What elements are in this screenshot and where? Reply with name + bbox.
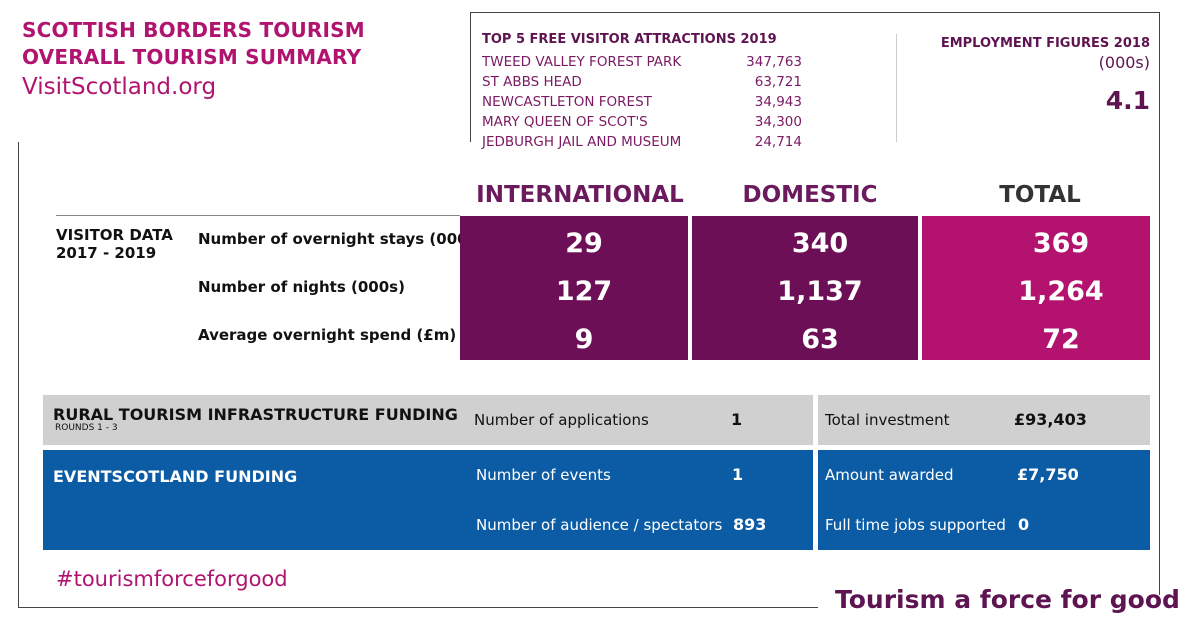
investment-label: Total investment bbox=[825, 411, 950, 429]
intl-nights: 127 bbox=[555, 276, 613, 307]
attraction-name: TWEED VALLEY FOREST PARK bbox=[482, 54, 682, 70]
column-header-domestic: DOMESTIC bbox=[742, 182, 878, 208]
visitor-data-rule bbox=[56, 215, 460, 216]
events-label: Number of events bbox=[476, 466, 611, 484]
dom-spend: 63 bbox=[801, 324, 839, 355]
frame-top-line bbox=[470, 12, 1160, 13]
total-block: 369 1,264 72 bbox=[922, 216, 1150, 360]
eventscotland-panel: EVENTSCOTLAND FUNDING Number of events 1… bbox=[43, 450, 813, 550]
attraction-name: NEWCASTLETON FOREST bbox=[482, 94, 652, 110]
page-subtitle: OVERALL TOURISM SUMMARY bbox=[22, 45, 362, 69]
column-header-total: TOTAL bbox=[999, 182, 1081, 208]
awarded-value: £7,750 bbox=[1017, 465, 1079, 484]
attraction-name: ST ABBS HEAD bbox=[482, 74, 582, 90]
audience-label: Number of audience / spectators bbox=[476, 516, 723, 534]
visitor-data-title: VISITOR DATA 2017 - 2019 bbox=[56, 226, 173, 262]
attraction-value: 24,714 bbox=[754, 134, 802, 150]
frame-inner-left-line bbox=[470, 12, 471, 142]
international-block: 29 127 9 bbox=[460, 216, 688, 360]
rural-funding-panel: RURAL TOURISM INFRASTRUCTURE FUNDING ROU… bbox=[43, 395, 813, 445]
list-item: ST ABBS HEAD 63,721 bbox=[482, 72, 802, 92]
header-divider bbox=[896, 34, 897, 142]
jobs-label: Full time jobs supported bbox=[825, 516, 1006, 534]
total-nights: 1,264 bbox=[1018, 276, 1104, 307]
attraction-value: 347,763 bbox=[746, 54, 802, 70]
awarded-label: Amount awarded bbox=[825, 466, 954, 484]
attractions-title: TOP 5 FREE VISITOR ATTRACTIONS 2019 bbox=[482, 32, 777, 47]
tagline: Tourism a force for good bbox=[835, 585, 1180, 614]
employment-title: EMPLOYMENT FIGURES 2018 bbox=[940, 36, 1150, 51]
attraction-name: JEDBURGH JAIL AND MUSEUM bbox=[482, 134, 682, 150]
list-item: JEDBURGH JAIL AND MUSEUM 24,714 bbox=[482, 132, 802, 152]
employment-value: 4.1 bbox=[1105, 86, 1150, 115]
rural-investment-panel: Total investment £93,403 bbox=[818, 395, 1150, 445]
intl-overnight-stays: 29 bbox=[565, 228, 603, 259]
list-item: TWEED VALLEY FOREST PARK 347,763 bbox=[482, 52, 802, 72]
row-label-nights: Number of nights (000s) bbox=[198, 278, 405, 296]
intl-spend: 9 bbox=[574, 324, 594, 355]
row-label-spend: Average overnight spend (£m) bbox=[198, 326, 457, 344]
employment-unit: (000s) bbox=[1098, 53, 1150, 72]
page-title: SCOTTISH BORDERS TOURISM bbox=[22, 18, 365, 42]
attraction-value: 34,300 bbox=[754, 114, 802, 130]
applications-value: 1 bbox=[731, 410, 743, 429]
total-overnight-stays: 369 bbox=[1032, 228, 1090, 259]
attractions-list: TWEED VALLEY FOREST PARK 347,763 ST ABBS … bbox=[482, 52, 802, 152]
attraction-value: 34,943 bbox=[754, 94, 802, 110]
rural-funding-subtitle: ROUNDS 1 - 3 bbox=[55, 423, 118, 433]
frame-left-line bbox=[18, 142, 19, 608]
visitor-data-title-line2: 2017 - 2019 bbox=[56, 244, 157, 262]
dom-nights: 1,137 bbox=[777, 276, 863, 307]
column-header-international: INTERNATIONAL bbox=[476, 182, 684, 208]
visitscotland-link[interactable]: VisitScotland.org bbox=[22, 74, 217, 100]
row-label-overnight-stays: Number of overnight stays (000s) bbox=[198, 230, 484, 248]
audience-value: 893 bbox=[733, 515, 767, 534]
visitor-data-title-line1: VISITOR DATA bbox=[56, 226, 173, 244]
jobs-value: 0 bbox=[1018, 515, 1030, 534]
investment-value: £93,403 bbox=[1014, 410, 1087, 429]
hashtag[interactable]: #tourismforceforgood bbox=[56, 567, 288, 591]
domestic-block: 340 1,137 63 bbox=[692, 216, 918, 360]
applications-label: Number of applications bbox=[474, 411, 649, 429]
rural-funding-title: RURAL TOURISM INFRASTRUCTURE FUNDING bbox=[53, 405, 458, 424]
frame-right-line bbox=[1159, 12, 1160, 595]
dom-overnight-stays: 340 bbox=[791, 228, 849, 259]
list-item: MARY QUEEN OF SCOT'S 34,300 bbox=[482, 112, 802, 132]
attraction-value: 63,721 bbox=[754, 74, 802, 90]
eventscotland-awards-panel: Amount awarded £7,750 Full time jobs sup… bbox=[818, 450, 1150, 550]
total-spend: 72 bbox=[1042, 324, 1080, 355]
list-item: NEWCASTLETON FOREST 34,943 bbox=[482, 92, 802, 112]
events-value: 1 bbox=[732, 465, 744, 484]
attraction-name: MARY QUEEN OF SCOT'S bbox=[482, 114, 648, 130]
eventscotland-title: EVENTSCOTLAND FUNDING bbox=[53, 467, 298, 486]
frame-bottom-line bbox=[18, 607, 818, 608]
